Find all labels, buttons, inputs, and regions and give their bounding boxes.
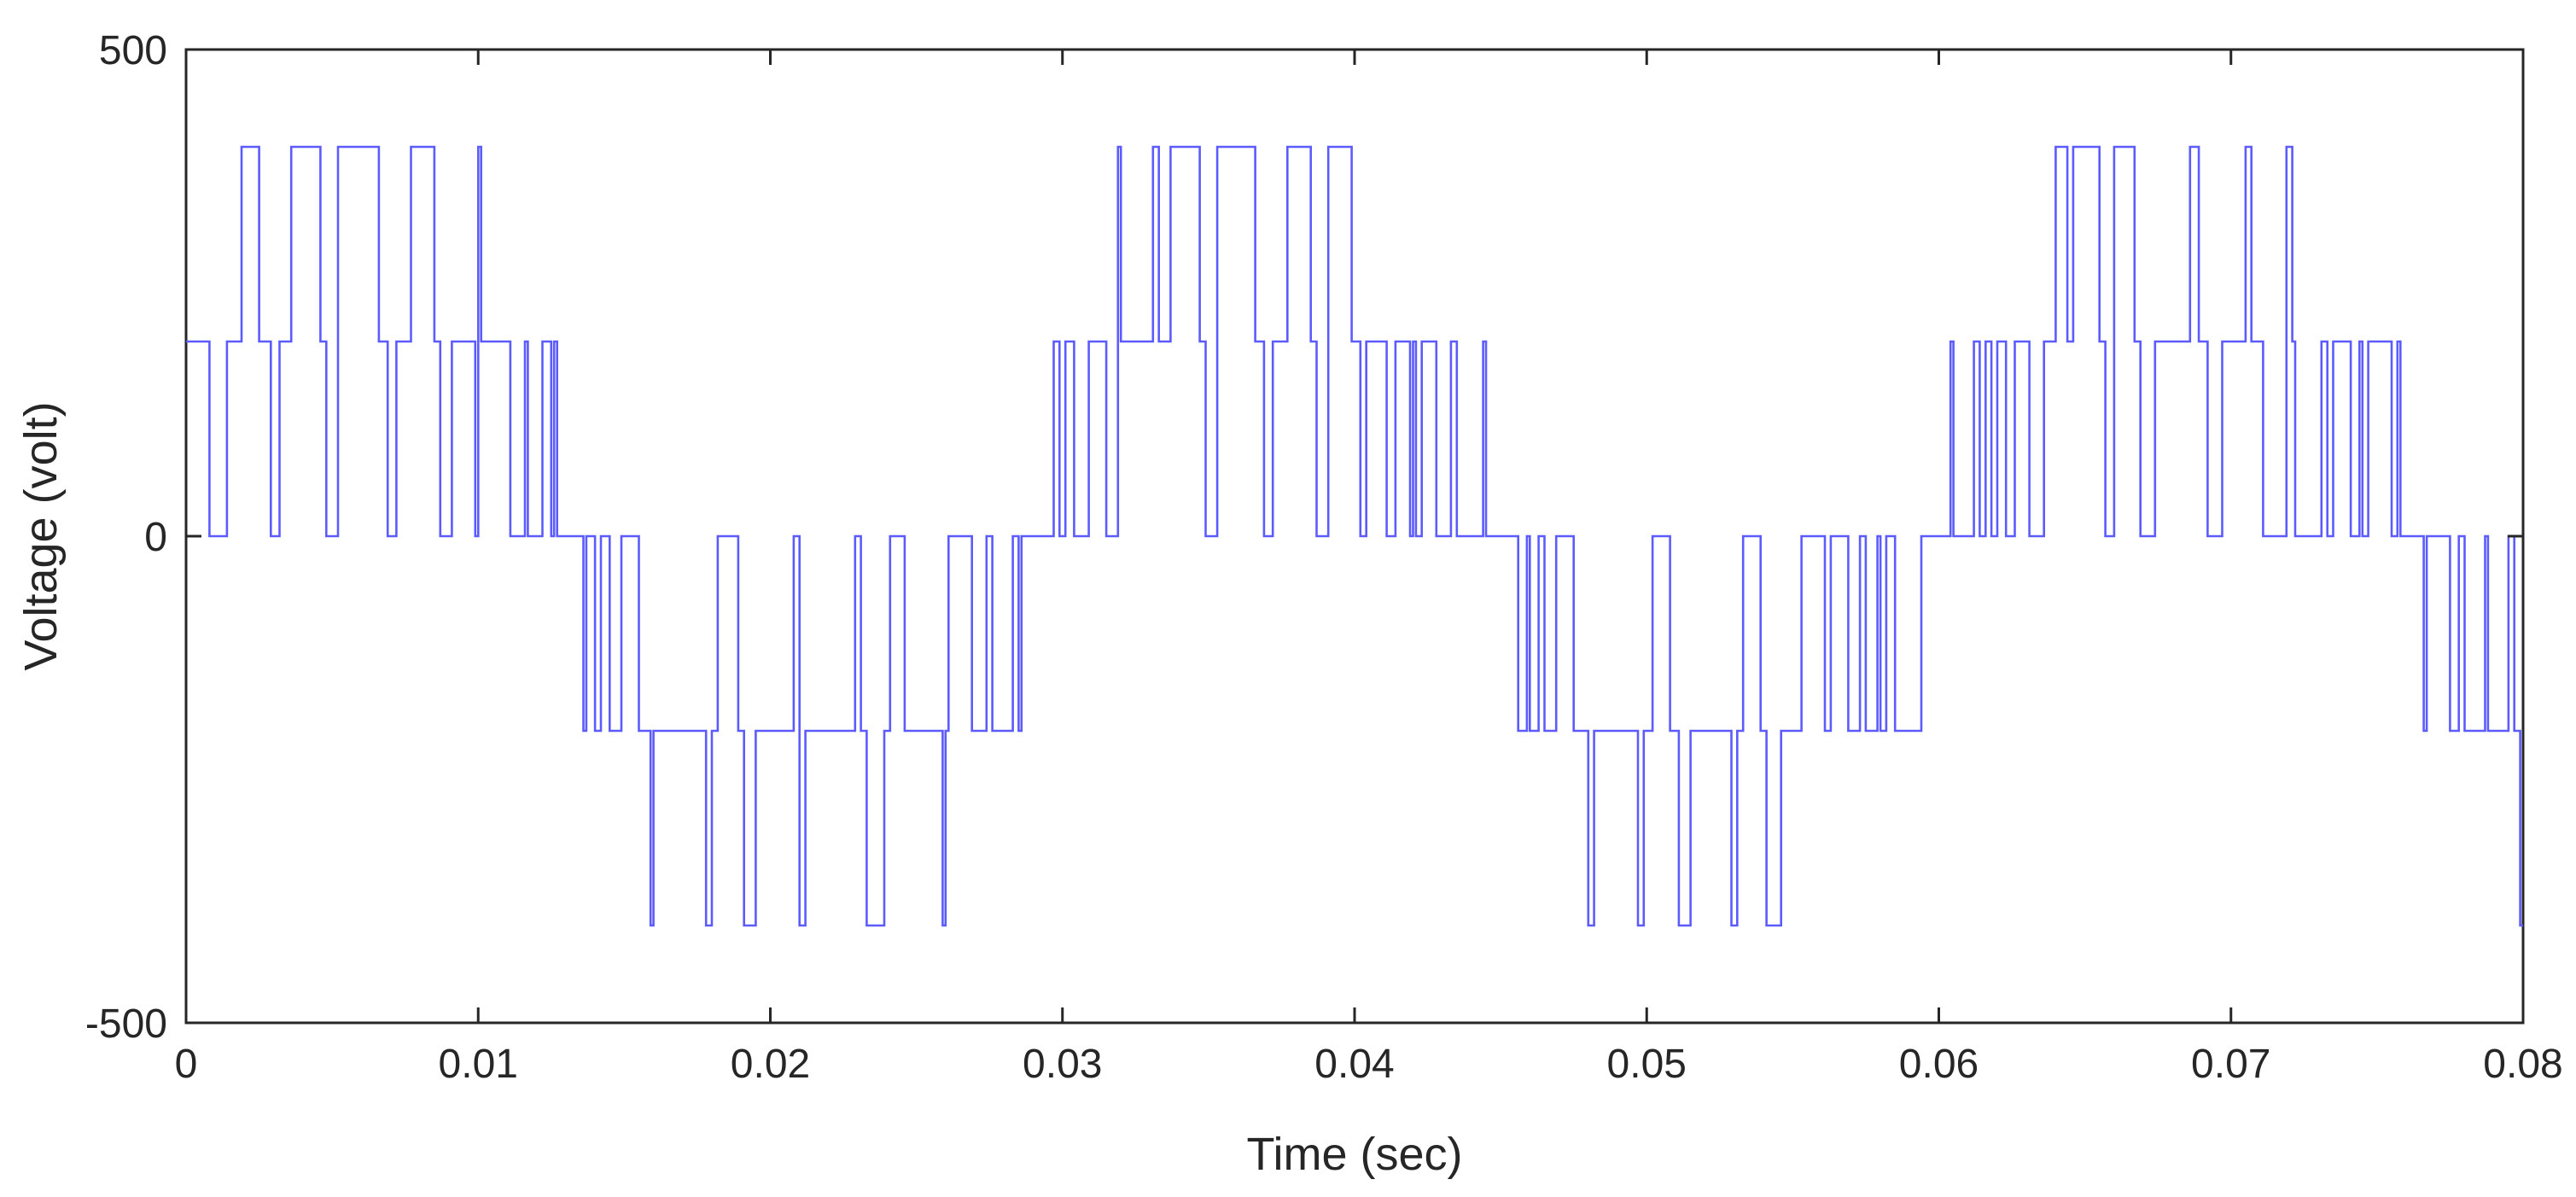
- x-tick-label: 0.06: [1899, 1042, 1979, 1087]
- x-tick-label: 0.08: [2483, 1042, 2562, 1087]
- y-tick-label: 500: [99, 28, 167, 73]
- x-axis-label: Time (sec): [1247, 1129, 1463, 1180]
- x-tick-label: 0.03: [1023, 1042, 1102, 1087]
- y-tick-label: -500: [85, 1001, 167, 1047]
- y-axis: -500 0 500: [85, 28, 2523, 1047]
- x-axis: 0 0.01 0.02 0.03 0.04 0.05 0.06 0.07 0.08: [175, 50, 2563, 1087]
- x-tick-label: 0.07: [2191, 1042, 2270, 1087]
- y-tick-label: 0: [144, 515, 167, 560]
- x-tick-label: 0.02: [731, 1042, 810, 1087]
- y-axis-label: Voltage (volt): [15, 401, 67, 670]
- series-group: [186, 145, 2523, 927]
- x-tick-label: 0.05: [1607, 1042, 1687, 1087]
- voltage-series-line: [186, 145, 2523, 927]
- x-tick-label: 0.04: [1314, 1042, 1394, 1087]
- x-tick-label: 0.01: [439, 1042, 518, 1087]
- x-tick-label: 0: [175, 1042, 198, 1087]
